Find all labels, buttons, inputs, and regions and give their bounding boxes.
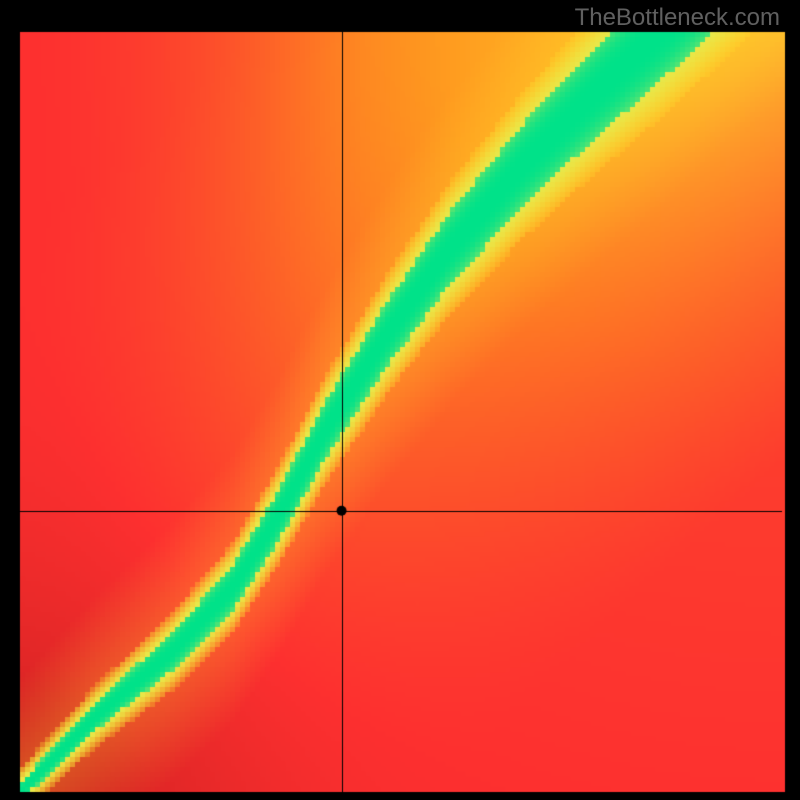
chart-container: TheBottleneck.com (0, 0, 800, 800)
bottleneck-heatmap (0, 0, 800, 800)
